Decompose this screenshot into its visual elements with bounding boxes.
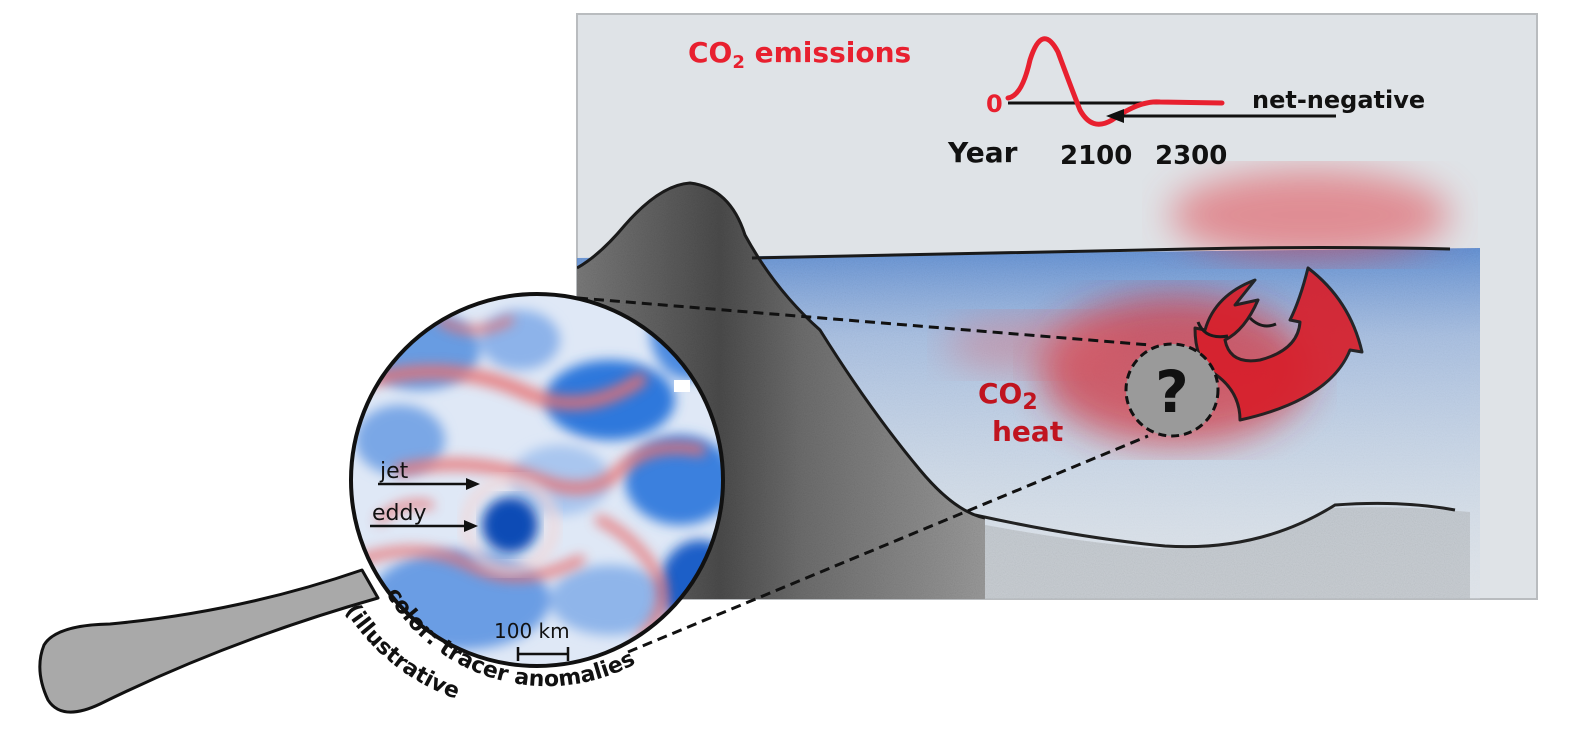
co2-label: CO2	[978, 377, 1038, 415]
eddy-core	[482, 497, 538, 553]
emissions-inset: CO2 emissions 0 net-negative Year 2100 2…	[688, 36, 1425, 171]
year-axis-label: Year	[947, 136, 1018, 169]
scale-bar-label: 100 km	[494, 619, 570, 643]
jet-label: jet	[379, 459, 409, 484]
sea-floor	[960, 507, 1470, 599]
zoom-line-bottom	[627, 434, 1149, 654]
question-mark: ?	[1155, 358, 1189, 426]
emissions-title: CO2 emissions	[688, 36, 911, 73]
eddy-label: eddy	[372, 501, 426, 526]
atmosphere-heat-haze	[1170, 170, 1450, 260]
heat-label: heat	[992, 415, 1063, 448]
unknown-process-circle: ?	[1124, 342, 1220, 438]
tick-2100: 2100	[1060, 141, 1132, 171]
scale-bar	[516, 647, 570, 661]
emissions-zero-label: 0	[986, 90, 1003, 118]
net-negative-label: net-negative	[1252, 86, 1425, 114]
sea-surface-line	[751, 246, 1451, 260]
magnifier-handle	[38, 568, 380, 714]
sketch-panel: ? CO2 emissions 0 net-negative Year 2100…	[576, 13, 1538, 600]
co2-heat-label: CO2 heat	[978, 377, 1063, 448]
tick-2300: 2300	[1155, 141, 1227, 171]
heat-uptake-arrow	[1193, 266, 1364, 422]
